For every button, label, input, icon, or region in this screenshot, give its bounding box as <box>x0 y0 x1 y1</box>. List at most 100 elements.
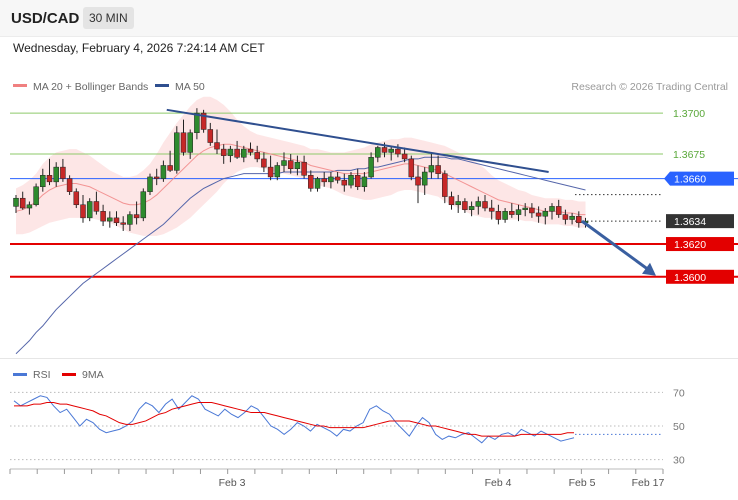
candle <box>529 203 535 218</box>
candle <box>388 145 394 161</box>
candle <box>207 122 214 146</box>
candle-body <box>214 142 220 150</box>
candle-body <box>167 165 173 171</box>
candle-body <box>153 176 160 179</box>
candle-body <box>334 176 341 181</box>
candle <box>140 188 147 222</box>
candle <box>408 155 415 181</box>
candle-body <box>562 214 569 220</box>
candle <box>435 155 441 179</box>
ma50-legend-swatch <box>155 84 169 87</box>
candle-body <box>133 214 140 219</box>
rsi-series <box>13 395 575 444</box>
ma50-series <box>15 156 586 355</box>
candle <box>569 212 575 225</box>
level-label-current: 1.3634 <box>674 216 706 228</box>
candle <box>220 144 227 164</box>
candle-body <box>187 132 193 153</box>
candle <box>46 158 53 186</box>
candle-body <box>73 191 80 206</box>
datetime-label: Wednesday, February 4, 2026 7:24:14 AM C… <box>13 41 265 55</box>
candle-body <box>46 175 53 183</box>
candle <box>153 168 160 186</box>
candle-body <box>120 222 126 225</box>
candle-body <box>160 165 167 179</box>
candle-body <box>421 171 428 186</box>
candle <box>86 198 93 222</box>
candle-body <box>321 178 327 183</box>
rsi-legend-swatch <box>13 373 27 376</box>
rsi-panel: 30 50 70 <box>10 387 685 467</box>
candle <box>348 172 354 189</box>
candle-body <box>287 160 294 170</box>
x-tick-label: Feb 4 <box>485 477 512 489</box>
candle-body <box>107 217 113 222</box>
candle-body <box>200 112 207 130</box>
level-label-resistance: 1.3700 <box>673 108 705 120</box>
candle-body <box>281 160 287 166</box>
candle-body <box>113 217 120 224</box>
candle-body <box>381 147 388 153</box>
candle-body <box>227 148 234 156</box>
candle-body <box>301 161 307 176</box>
candle-body <box>33 186 39 206</box>
forecast-arrow-shaft <box>581 219 651 273</box>
candle <box>107 211 113 228</box>
candle <box>247 142 254 156</box>
candle-body <box>375 147 381 158</box>
candle <box>241 145 247 163</box>
candle <box>73 188 80 209</box>
candle <box>361 172 368 192</box>
candle <box>147 173 153 195</box>
level-label-bg-support <box>666 237 734 252</box>
candle <box>442 170 448 204</box>
candle <box>341 173 348 192</box>
candlesticks <box>13 108 589 231</box>
candle <box>113 211 120 227</box>
candle-body <box>294 161 301 170</box>
candle-body <box>442 173 448 197</box>
candle-body <box>388 148 394 153</box>
rsi-ma-series <box>14 401 574 437</box>
candle <box>133 201 140 225</box>
candle <box>576 211 582 228</box>
candle-body <box>241 148 247 158</box>
candle-body <box>361 176 368 188</box>
candle-body <box>542 211 549 217</box>
main-legend: MA 20 + Bollinger Bands MA 50 Research ©… <box>13 81 728 93</box>
rsi-ma-legend-label: 9MA <box>82 369 104 381</box>
candle-body <box>455 201 461 206</box>
candle <box>120 216 126 231</box>
candle <box>509 203 515 218</box>
candle <box>462 198 468 213</box>
level-labels: 1.3700 1.3675 1.3660 1.3634 1.3620 1.3600 <box>664 108 734 284</box>
candle <box>482 194 488 212</box>
candle <box>395 144 401 158</box>
annotations <box>166 108 656 276</box>
candle <box>428 152 435 179</box>
candle-body <box>569 215 575 220</box>
candle-body <box>194 112 200 133</box>
candle-body <box>66 178 73 192</box>
candle <box>421 167 428 195</box>
candle <box>53 162 59 187</box>
candle-body <box>448 196 455 206</box>
candle-body <box>509 211 515 215</box>
candle <box>33 183 39 207</box>
candle-body <box>395 148 401 155</box>
candle-body <box>234 148 240 158</box>
candle <box>488 199 495 220</box>
candle-body <box>53 166 59 183</box>
candle-body <box>261 158 267 168</box>
candle-body <box>435 165 441 174</box>
candle <box>475 196 482 215</box>
candle <box>200 109 207 133</box>
candle-body <box>19 197 26 209</box>
x-tick-label: Feb 3 <box>219 477 246 489</box>
candle-body <box>576 215 582 224</box>
candle-body <box>93 201 100 212</box>
timeframe-button[interactable]: 30 MIN <box>83 7 134 29</box>
candle <box>80 194 86 223</box>
candle-body <box>40 175 46 188</box>
